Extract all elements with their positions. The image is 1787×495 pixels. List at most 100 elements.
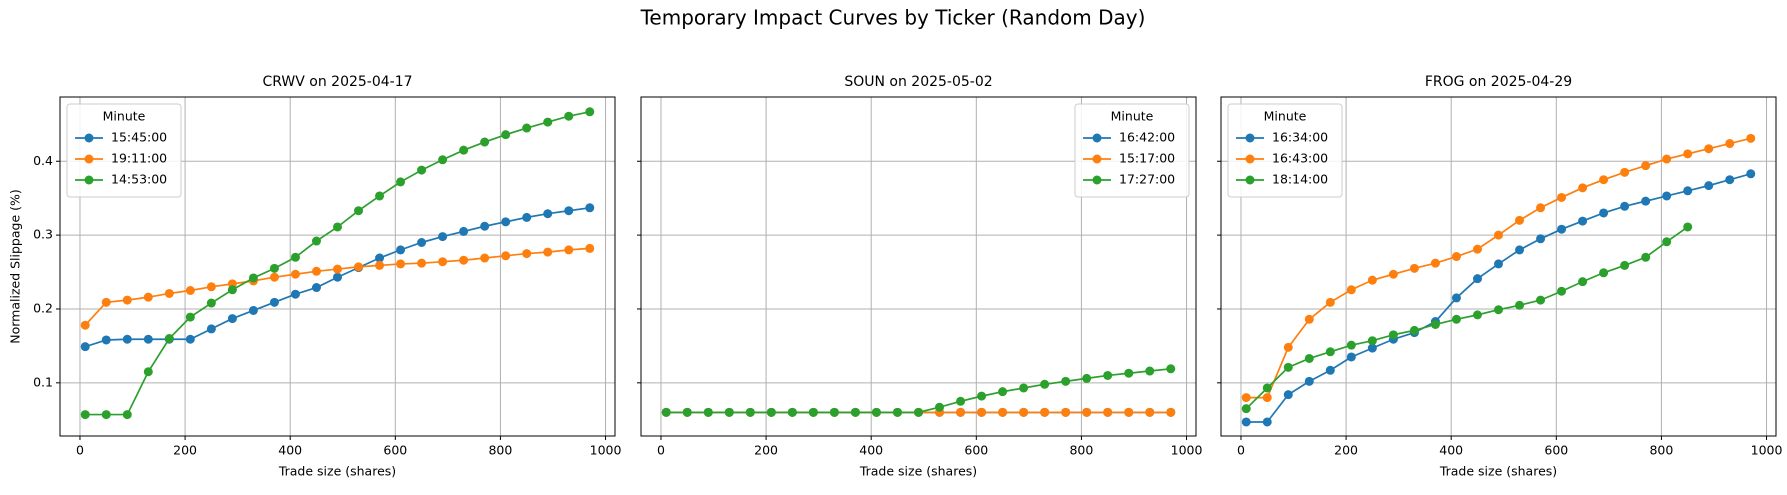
point	[1704, 181, 1714, 191]
point	[375, 191, 385, 201]
point	[1515, 215, 1525, 225]
legend-label: 15:45:00	[111, 130, 167, 145]
point	[998, 407, 1008, 417]
point	[1620, 167, 1630, 177]
series-line	[1246, 172, 1752, 423]
y-tick-label: 0.1	[33, 374, 53, 389]
axes-title: CRWV on 2025-04-17	[262, 74, 412, 90]
point	[290, 252, 300, 262]
point	[417, 165, 427, 175]
point	[745, 407, 755, 417]
point	[1304, 353, 1314, 363]
point	[1325, 297, 1335, 307]
x-tick-label: 0	[76, 443, 84, 458]
point	[564, 245, 574, 255]
point	[1472, 244, 1482, 254]
point	[1367, 336, 1377, 346]
point	[396, 259, 406, 269]
x-tick-label: 800	[1649, 443, 1673, 458]
axes-frame	[640, 96, 1197, 437]
point	[122, 334, 132, 344]
point	[1620, 201, 1630, 211]
point	[522, 249, 532, 259]
x-tick-label: 400	[1439, 443, 1463, 458]
point	[1451, 252, 1461, 262]
point	[1409, 263, 1419, 273]
point	[1704, 144, 1714, 154]
point	[1241, 404, 1251, 414]
point	[1536, 234, 1546, 244]
legend-marker	[1092, 154, 1102, 164]
axes-frame	[1220, 96, 1777, 437]
point	[585, 203, 595, 213]
point	[80, 410, 90, 420]
point	[1662, 154, 1672, 164]
point	[1620, 260, 1630, 270]
point	[396, 177, 406, 187]
point	[1641, 252, 1651, 262]
x-tick-label: 0	[657, 443, 665, 458]
axes-title: SOUN on 2025-05-02	[844, 74, 992, 90]
point	[80, 320, 90, 330]
point	[333, 222, 342, 232]
point	[1304, 314, 1314, 324]
y-axis-label: Normalized Slippage (%)	[8, 189, 23, 344]
point	[661, 407, 671, 417]
point	[1262, 393, 1272, 403]
point	[1494, 259, 1503, 269]
point	[892, 407, 902, 417]
point	[1515, 245, 1525, 255]
point	[1451, 314, 1461, 324]
point	[501, 217, 511, 227]
point	[682, 407, 692, 417]
point	[438, 257, 448, 267]
point	[1145, 366, 1155, 376]
x-tick-label: 0	[1237, 443, 1245, 458]
legend-title: Minute	[1264, 109, 1307, 124]
point	[290, 289, 300, 299]
legend-marker	[1245, 133, 1255, 143]
point	[143, 292, 153, 302]
point	[1325, 365, 1335, 375]
series-line	[84, 247, 590, 326]
point	[396, 245, 406, 255]
point	[956, 407, 966, 417]
point	[1557, 224, 1567, 234]
point	[1166, 364, 1176, 374]
point	[375, 260, 385, 270]
x-tick-label: 600	[383, 443, 407, 458]
x-tick-label: 600	[964, 443, 988, 458]
point	[1430, 319, 1440, 329]
point	[438, 232, 448, 242]
point	[1578, 277, 1588, 287]
point	[206, 298, 216, 308]
point	[311, 266, 321, 276]
legend-marker	[84, 154, 94, 164]
point	[1683, 149, 1693, 159]
point	[1536, 295, 1546, 305]
point	[248, 273, 258, 283]
y-tick-label: 0.4	[33, 153, 53, 168]
point	[1430, 258, 1440, 268]
point	[1019, 383, 1029, 393]
point	[935, 402, 945, 412]
figure-title: Temporary Impact Curves by Ticker (Rando…	[640, 6, 1146, 30]
point	[1725, 139, 1735, 149]
point	[1472, 310, 1482, 320]
x-tick-label: 1000	[1751, 443, 1783, 458]
point	[122, 410, 132, 420]
point	[724, 407, 734, 417]
point	[101, 297, 111, 307]
point	[206, 282, 216, 292]
x-tick-label: 600	[1544, 443, 1568, 458]
point	[375, 253, 385, 263]
point	[1124, 368, 1134, 378]
point	[1578, 183, 1588, 193]
point	[80, 342, 90, 352]
point	[829, 407, 839, 417]
point	[501, 251, 511, 261]
point	[480, 253, 490, 263]
point	[1662, 237, 1672, 247]
legend-marker	[1092, 175, 1102, 185]
legend-box	[66, 103, 182, 198]
